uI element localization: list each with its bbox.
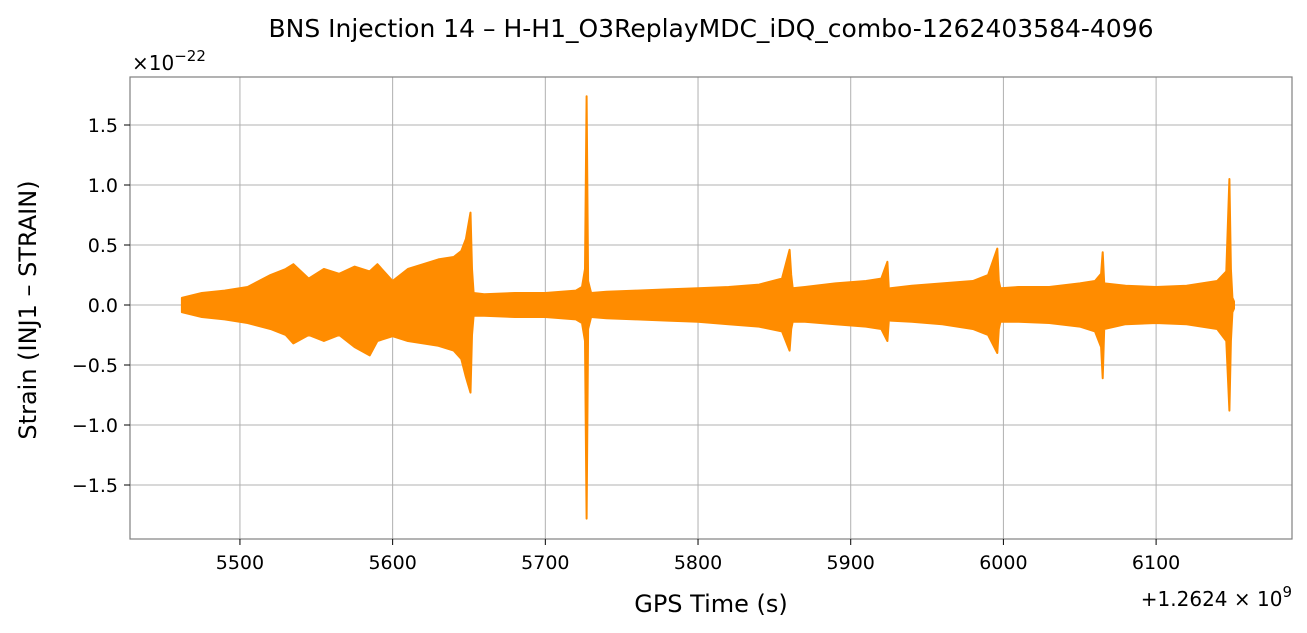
x-tick-label: 5900 bbox=[827, 552, 875, 574]
y-scale-exponent: −22 bbox=[174, 47, 206, 65]
y-scale-base: ×10 bbox=[132, 51, 174, 75]
y-scale-factor: ×10−22 bbox=[132, 47, 206, 75]
x-axis-label: GPS Time (s) bbox=[634, 590, 788, 618]
y-tick-label: 1.0 bbox=[88, 175, 118, 197]
x-tick-label: 6100 bbox=[1132, 552, 1180, 574]
x-tick-label: 5800 bbox=[674, 552, 722, 574]
y-tick-label: 0.5 bbox=[88, 235, 118, 257]
y-tick-label: −1.0 bbox=[72, 415, 118, 437]
y-tick-label: −1.5 bbox=[72, 475, 118, 497]
y-tick-label: 1.5 bbox=[88, 115, 118, 137]
y-axis-label: Strain (INJ1 – STRAIN) bbox=[14, 180, 42, 439]
x-tick-label: 5700 bbox=[521, 552, 569, 574]
y-axis-ticks: 1.5 1.0 0.5 0.0 −0.5 −1.0 −1.5 bbox=[72, 115, 130, 497]
y-tick-label: 0.0 bbox=[88, 295, 118, 317]
x-offset-base: +1.2624 × 10 bbox=[1141, 587, 1283, 611]
x-tick-label: 6000 bbox=[979, 552, 1027, 574]
strain-series-envelope bbox=[180, 95, 1235, 520]
x-tick-label: 5600 bbox=[368, 552, 416, 574]
chart-title: BNS Injection 14 – H-H1_O3ReplayMDC_iDQ_… bbox=[268, 14, 1153, 43]
x-axis-ticks: 5500 5600 5700 5800 5900 6000 6100 bbox=[216, 539, 1180, 574]
x-offset-label: +1.2624 × 109 bbox=[1141, 583, 1292, 611]
x-tick-label: 5500 bbox=[216, 552, 264, 574]
y-tick-label: −0.5 bbox=[72, 355, 118, 377]
x-offset-exponent: 9 bbox=[1282, 583, 1292, 601]
axes-frame bbox=[129, 76, 1293, 540]
plot-area bbox=[180, 95, 1235, 520]
